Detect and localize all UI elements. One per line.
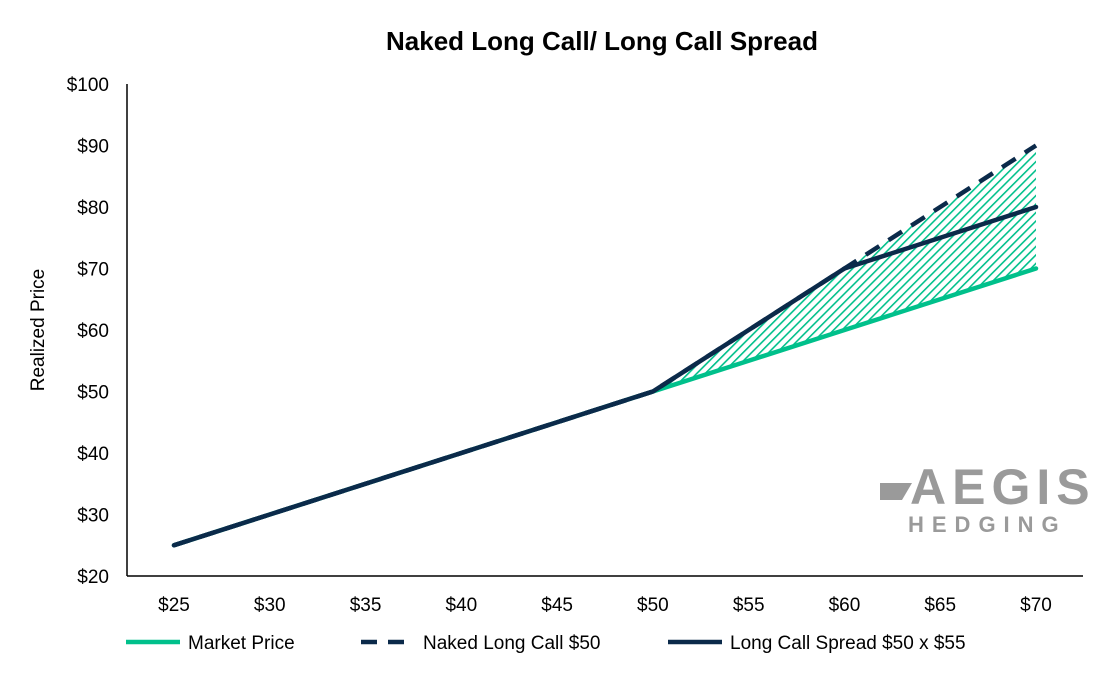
y-tick-label: $70: [77, 260, 109, 281]
series-line-2: [171, 204, 1039, 548]
x-tick-label: $25: [158, 595, 190, 616]
logo-subtext: HEDGING: [908, 512, 1067, 537]
y-tick-label: $100: [67, 75, 109, 96]
legend-label-1: Naked Long Call $50: [423, 633, 600, 654]
y-tick-label: $50: [77, 383, 109, 404]
y-tick-label: $80: [77, 198, 109, 219]
x-tick-label: $35: [350, 595, 382, 616]
x-tick-label: $30: [254, 595, 286, 616]
logo-mark-icon: [880, 483, 912, 500]
legend-label-0: Market Price: [188, 633, 295, 654]
x-tick-label: $45: [541, 595, 573, 616]
plot-area: $20 $30 $40 $50 $60 $70 $80 $90 $100 $25 $30 $35 $40…: [67, 75, 1083, 616]
logo-text: AEGIS: [910, 459, 1096, 515]
y-tick-label: $40: [77, 444, 109, 465]
x-tick-label: $70: [1020, 595, 1052, 616]
x-tick-label: $55: [733, 595, 765, 616]
y-axis-label: Realized Price: [28, 269, 49, 392]
y-tick-label: $30: [77, 506, 109, 527]
x-tick-label: $50: [637, 595, 669, 616]
x-tick-label: $65: [924, 595, 956, 616]
y-tick-label: $20: [77, 567, 109, 588]
legend: Market Price Naked Long Call $50 Long Call…: [126, 633, 966, 654]
y-tick-label: $90: [77, 137, 109, 158]
y-tick-label: $60: [77, 321, 109, 342]
legend-label-2: Long Call Spread $50 x $55: [730, 633, 966, 654]
aegis-hedging-logo: AEGIS HEDGING: [880, 459, 1096, 537]
x-tick-label: $40: [445, 595, 477, 616]
x-tick-label: $60: [829, 595, 861, 616]
chart-title: Naked Long Call/ Long Call Spread: [386, 26, 818, 56]
